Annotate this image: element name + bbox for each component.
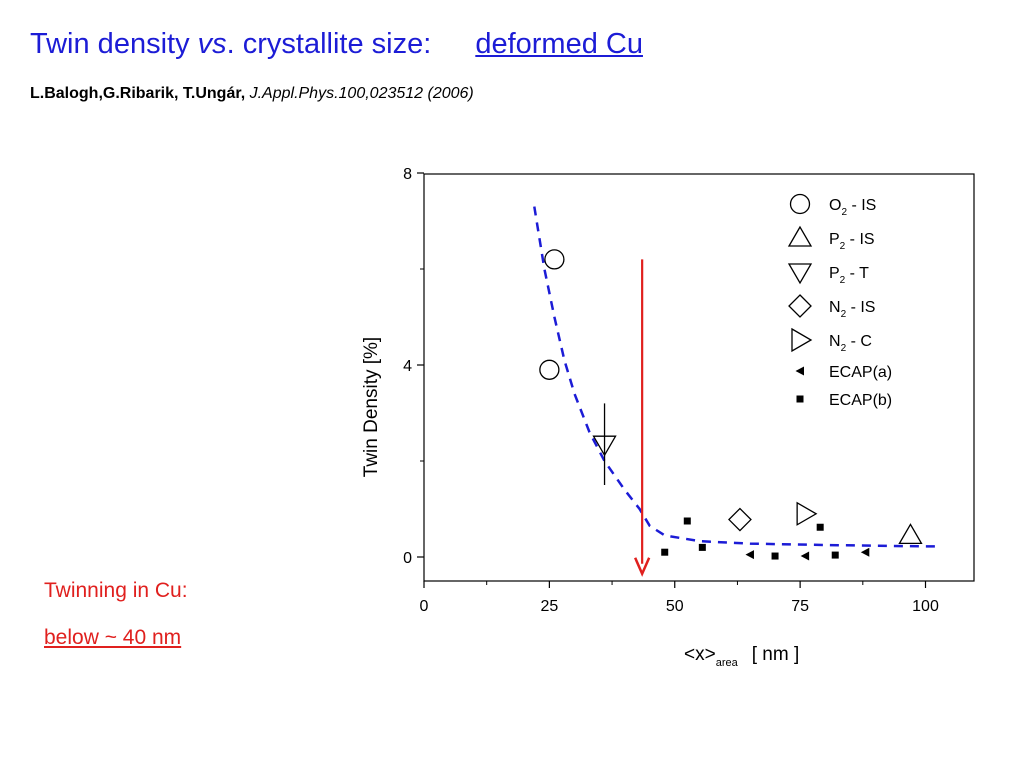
point-ecap-b [771,552,779,560]
y-tick-label: 8 [403,166,412,183]
point-n2-is [728,507,752,532]
legend-label-n2-c: N2 - C [829,333,872,354]
legend-label-ecap-b: ECAP(b) [829,392,892,409]
plot-frame [423,173,975,582]
y-axis-label: Twin Density [%] [361,337,382,477]
fit-curve [533,206,936,548]
citation: L.Balogh,G.Ribarik, T.Ungár, J.Appl.Phys… [30,85,474,103]
citation-journal: J.Appl.Phys.100,023512 (2006) [249,85,474,102]
point-n2-c [796,501,818,526]
point-ecap-a [800,551,810,561]
point-ecap-b [698,543,706,551]
x-tick-label: 25 [540,598,558,615]
legend-label-p2-is: P2 - IS [829,231,875,252]
title-vs: vs [197,28,227,60]
point-ecap-b [831,551,839,559]
point-ecap-b [683,517,691,525]
legend-marker-ecap-a [795,366,804,376]
point-p2-t [592,435,617,457]
legend-marker-n2-is [788,294,812,318]
x-tick-label: 50 [666,598,684,615]
twinning-threshold-note: below ~ 40 nm [44,626,182,649]
x-axis-label: <x>area [ nm ] [684,644,799,669]
legend-label-ecap-a: ECAP(a) [829,364,892,381]
threshold-arrow-head [634,557,651,577]
legend-marker-p2-t [787,263,813,285]
title-link[interactable]: deformed Cu [475,28,643,60]
point-ecap-b [661,548,669,556]
legend-marker-ecap-b [796,395,804,403]
legend-label-o2-is: O2 - IS [829,197,876,218]
legend-marker-n2-c [791,327,813,353]
point-o2-is [539,359,560,380]
point-p2-is [898,523,923,545]
x-axis-label-sub: area [716,657,739,669]
x-tick-label: 75 [791,598,809,615]
title-part1: Twin density [30,28,198,60]
y-tick-label: 4 [403,358,412,375]
point-ecap-b [816,523,824,531]
title-part2: . crystallite size: [226,28,432,60]
x-tick-label: 0 [420,598,429,615]
legend-marker-o2-is [789,193,811,215]
slide-title: Twin density vs. crystallite size: deform… [30,28,643,61]
point-o2-is [544,249,565,270]
x-axis-label-unit: [ nm ] [752,644,800,665]
legend-label-p2-t: P2 - T [829,265,869,286]
y-tick-label: 0 [403,550,412,567]
citation-authors: L.Balogh,G.Ribarik, T.Ungár, [30,85,246,102]
x-tick-label: 100 [912,598,939,615]
twinning-note: Twinning in Cu: [44,579,188,602]
x-axis-label-main: <x> [684,644,716,665]
legend-marker-p2-is [787,225,813,247]
legend-label-n2-is: N2 - IS [829,299,875,320]
point-ecap-a [860,547,870,557]
point-ecap-a [745,550,754,560]
